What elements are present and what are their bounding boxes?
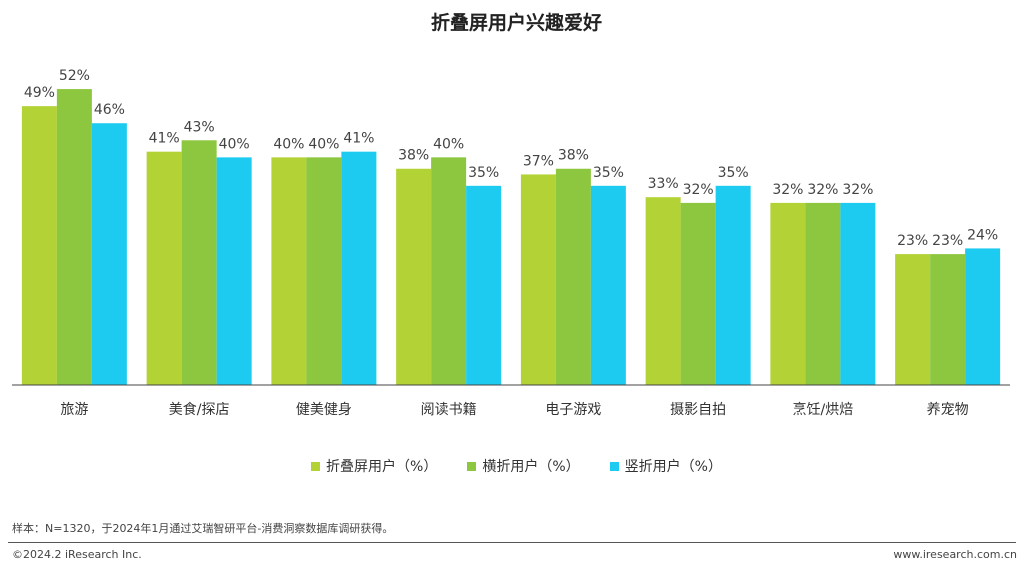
data-label-3-0: 38% (398, 148, 429, 164)
category-label-1: 美食/探店 (169, 401, 230, 418)
legend-label-vertical: 竖折用户（%） (625, 456, 722, 476)
data-label-2-0: 40% (273, 136, 304, 152)
data-label-1-2: 40% (219, 136, 250, 152)
data-label-3-1: 40% (433, 136, 464, 152)
legend-item-vertical: 竖折用户（%） (610, 456, 722, 476)
data-label-1-1: 43% (184, 119, 215, 135)
bar-2-0 (271, 157, 306, 385)
data-label-5-1: 32% (683, 182, 714, 198)
data-label-6-1: 32% (807, 182, 838, 198)
legend-item-fold: 折叠屏用户（%） (311, 456, 437, 476)
bar-0-2 (92, 123, 127, 385)
bar-2-2 (341, 152, 376, 385)
bar-4-0 (521, 174, 556, 385)
category-label-4: 电子游戏 (545, 402, 601, 418)
data-label-6-2: 32% (842, 182, 873, 198)
category-label-0: 旅游 (60, 402, 88, 418)
data-label-2-2: 41% (343, 131, 374, 147)
data-label-3-2: 35% (468, 165, 499, 181)
sample-note: 样本：N=1320，于2024年1月通过艾瑞智研平台-消费洞察数据库调研获得。 (12, 520, 393, 536)
legend-swatch-fold (311, 462, 320, 471)
bar-1-1 (182, 140, 217, 385)
legend-label-horizontal: 横折用户（%） (482, 456, 579, 476)
data-label-4-0: 37% (523, 153, 554, 169)
data-label-5-0: 33% (648, 176, 679, 192)
bar-5-1 (681, 203, 716, 385)
bar-0-1 (57, 89, 92, 385)
legend-label-fold: 折叠屏用户（%） (326, 456, 437, 476)
footer-divider (8, 542, 1016, 543)
data-label-2-1: 40% (308, 136, 339, 152)
data-label-0-2: 46% (94, 102, 125, 118)
data-label-7-0: 23% (897, 233, 928, 249)
bar-3-0 (396, 169, 431, 385)
bar-4-1 (556, 169, 591, 385)
bar-6-2 (840, 203, 875, 385)
bar-2-1 (306, 157, 341, 385)
bar-0-0 (22, 106, 57, 385)
category-label-7: 养宠物 (927, 402, 969, 418)
legend: 折叠屏用户（%） 横折用户（%） 竖折用户（%） (0, 456, 1033, 476)
bar-7-1 (930, 254, 965, 385)
bar-5-2 (716, 186, 751, 385)
data-label-7-2: 24% (967, 227, 998, 243)
category-label-3: 阅读书籍 (421, 401, 477, 418)
data-label-4-2: 35% (593, 165, 624, 181)
bar-6-0 (770, 203, 805, 385)
legend-swatch-horizontal (467, 462, 476, 471)
category-label-5: 摄影自拍 (670, 402, 726, 418)
copyright-text: ©2024.2 iResearch Inc. (12, 548, 142, 561)
data-label-1-0: 41% (149, 131, 180, 147)
bar-1-0 (147, 152, 182, 385)
data-label-4-1: 38% (558, 148, 589, 164)
data-label-0-0: 49% (24, 85, 55, 101)
website-link[interactable]: www.iresearch.com.cn (893, 548, 1017, 561)
bar-5-0 (646, 197, 681, 385)
category-label-2: 健美健身 (296, 402, 352, 418)
bar-4-2 (591, 186, 626, 385)
bar-3-1 (431, 157, 466, 385)
data-label-7-1: 23% (932, 233, 963, 249)
bar-6-1 (805, 203, 840, 385)
data-label-0-1: 52% (59, 68, 90, 84)
data-label-5-2: 35% (718, 165, 749, 181)
data-label-6-0: 32% (772, 182, 803, 198)
legend-swatch-vertical (610, 462, 619, 471)
legend-item-horizontal: 横折用户（%） (467, 456, 579, 476)
bar-3-2 (466, 186, 501, 385)
bar-7-0 (895, 254, 930, 385)
category-label-6: 烹饪/烘焙 (793, 401, 854, 418)
bar-7-2 (965, 248, 1000, 385)
bar-1-2 (217, 157, 252, 385)
